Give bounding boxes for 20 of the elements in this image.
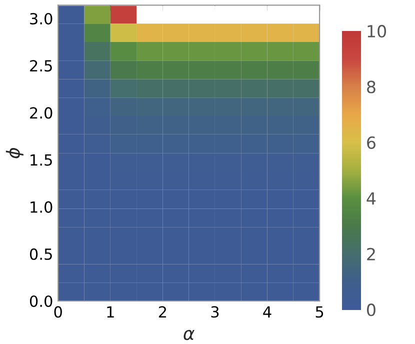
color-bar-label: 4 <box>366 192 376 204</box>
y-tick-label: 0.0 <box>30 295 52 308</box>
x-tick-label: 0 <box>54 306 62 318</box>
color-bar-label: 8 <box>367 80 376 94</box>
y-tick-label: 1.0 <box>30 201 52 213</box>
y-tick-label: 1.5 <box>30 154 52 166</box>
color-bar-label: 6 <box>367 136 376 149</box>
y-tick-label: 0.5 <box>30 248 52 260</box>
y-tick-label: 2.5 <box>30 60 52 72</box>
x-tick-label: 1 <box>107 306 114 318</box>
x-tick-label: 3 <box>211 306 219 318</box>
x-tick-label: 4 <box>263 306 272 318</box>
x-tick-label: 5 <box>316 306 324 318</box>
color-bar-label: 10 <box>368 24 386 38</box>
y-axis-title: ϕ <box>6 148 24 158</box>
y-tick-label: 3.0 <box>30 12 52 25</box>
x-tick-label: 2 <box>158 306 166 318</box>
color-bar-label: 2 <box>367 248 375 260</box>
y-tick-label: 2.0 <box>30 107 52 119</box>
x-axis-title: α <box>184 330 195 340</box>
